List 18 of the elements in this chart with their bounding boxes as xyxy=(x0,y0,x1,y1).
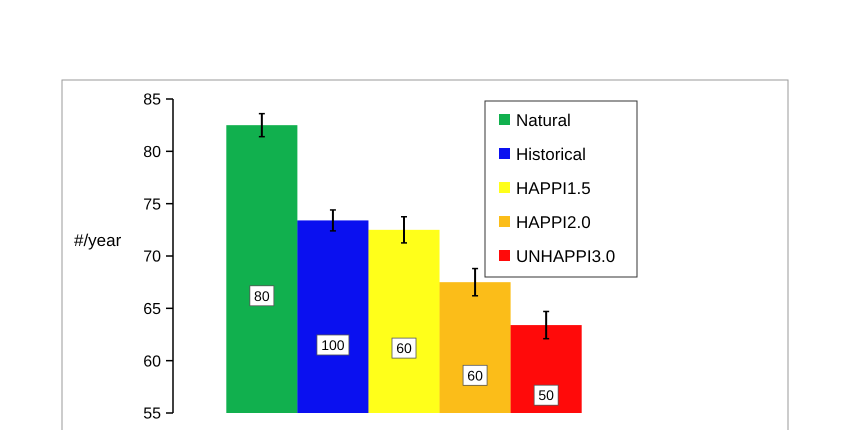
annotation: 60 xyxy=(467,367,484,384)
y-tick-label: 85 xyxy=(143,92,162,109)
legend-label: HAPPI1.5 xyxy=(516,178,591,198)
annotation: 50 xyxy=(538,387,554,404)
y-tick-label: 55 xyxy=(143,406,162,423)
annotation: 80 xyxy=(254,288,270,304)
y-tick-label: 80 xyxy=(143,144,162,161)
legend-label: Natural xyxy=(516,110,571,130)
y-tick-label: 60 xyxy=(143,353,162,370)
annotation: 100 xyxy=(321,336,345,353)
y-tick-label: 65 xyxy=(143,300,162,318)
legend-label: UNHAPPI3.0 xyxy=(516,246,616,266)
annotation: 60 xyxy=(396,340,412,356)
legend-label: HAPPI2.0 xyxy=(516,212,591,232)
y-tick-label: 75 xyxy=(143,196,162,214)
y-tick-label: 70 xyxy=(143,248,162,266)
legend-label: Historical xyxy=(516,144,586,164)
y-axis-title: #/year xyxy=(74,231,122,250)
